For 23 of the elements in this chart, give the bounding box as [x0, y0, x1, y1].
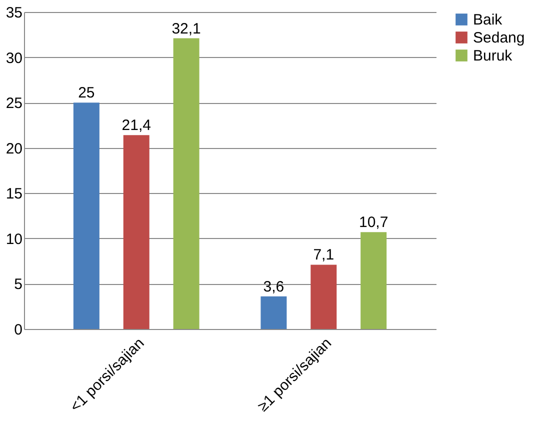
data-label: 32,1 — [172, 20, 201, 38]
y-tick-label: 35 — [6, 4, 22, 22]
bar — [310, 264, 337, 329]
data-label: 21,4 — [122, 117, 151, 134]
bar — [73, 102, 100, 329]
data-label: 7,1 — [313, 246, 334, 264]
y-tick-label: 0 — [14, 322, 22, 338]
bar — [360, 232, 387, 329]
bar — [260, 296, 287, 329]
data-label: 25 — [78, 84, 95, 102]
y-tick-label: 5 — [14, 276, 22, 294]
y-tick-label: 10 — [6, 230, 22, 248]
y-tick-label: 15 — [6, 186, 22, 203]
y-tick-label: 25 — [6, 95, 22, 112]
legend-label: Sedang — [473, 30, 525, 46]
legend-label: Baik — [473, 12, 503, 28]
bar — [123, 135, 150, 329]
data-label: 3,6 — [263, 278, 284, 296]
data-label: 10,7 — [358, 214, 388, 232]
bar — [173, 38, 200, 329]
y-tick-label: 30 — [6, 50, 22, 67]
y-tick-label: 20 — [6, 140, 22, 158]
legend-label: Buruk — [473, 48, 513, 64]
